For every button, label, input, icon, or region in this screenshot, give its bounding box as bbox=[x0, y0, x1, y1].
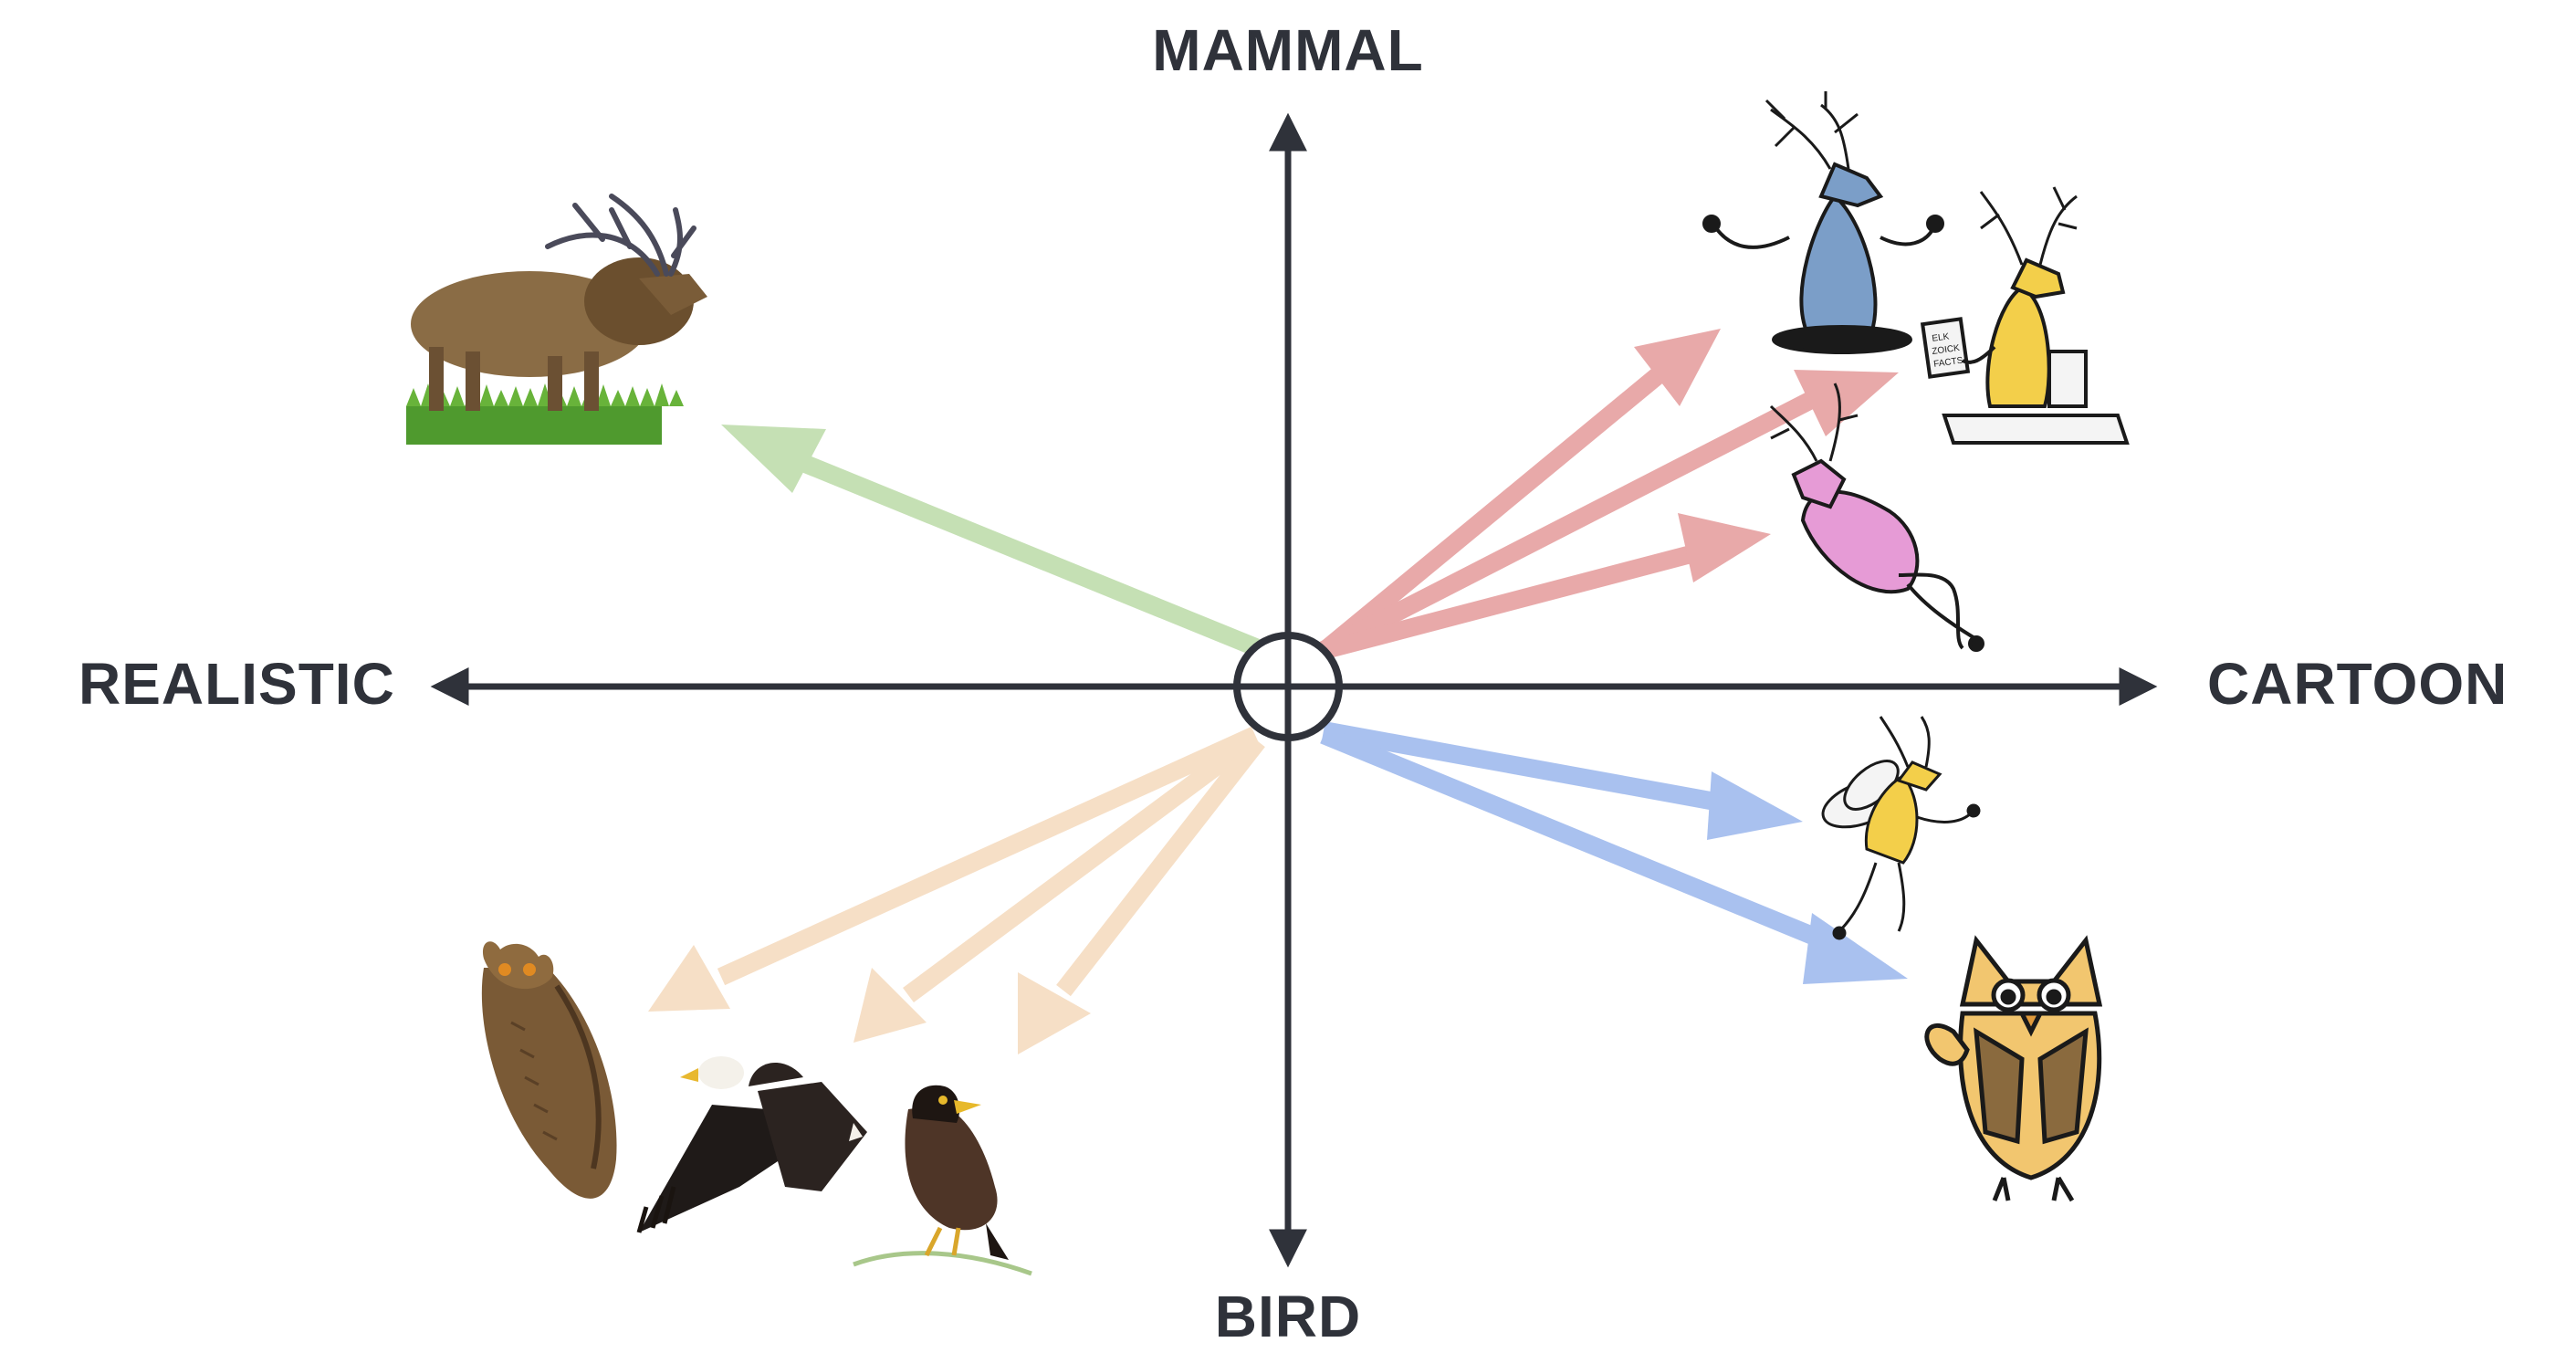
arrow-flying-elk bbox=[1324, 730, 1803, 840]
meditating-elk-image bbox=[1704, 91, 1942, 352]
flying-elk-image bbox=[1817, 717, 1979, 939]
arrow-cartoon-owl bbox=[1324, 735, 1908, 984]
realistic-eagle-image bbox=[639, 1056, 867, 1232]
axis-label-cartoon: CARTOON bbox=[2207, 650, 2508, 718]
reading-elk-image: ELK ZOICK FACTS bbox=[1922, 187, 2127, 443]
realistic-elk-image bbox=[406, 196, 707, 445]
axis-label-mammal: MAMMAL bbox=[1152, 16, 1423, 84]
realistic-myna-image bbox=[853, 1086, 1031, 1274]
realistic-owl-image bbox=[482, 941, 617, 1199]
axis-label-bird: BIRD bbox=[1215, 1283, 1361, 1350]
axis-label-realistic: REALISTIC bbox=[79, 650, 395, 718]
arrow-realistic-elk bbox=[721, 425, 1258, 648]
cartoon-owl-image bbox=[1927, 940, 2100, 1201]
